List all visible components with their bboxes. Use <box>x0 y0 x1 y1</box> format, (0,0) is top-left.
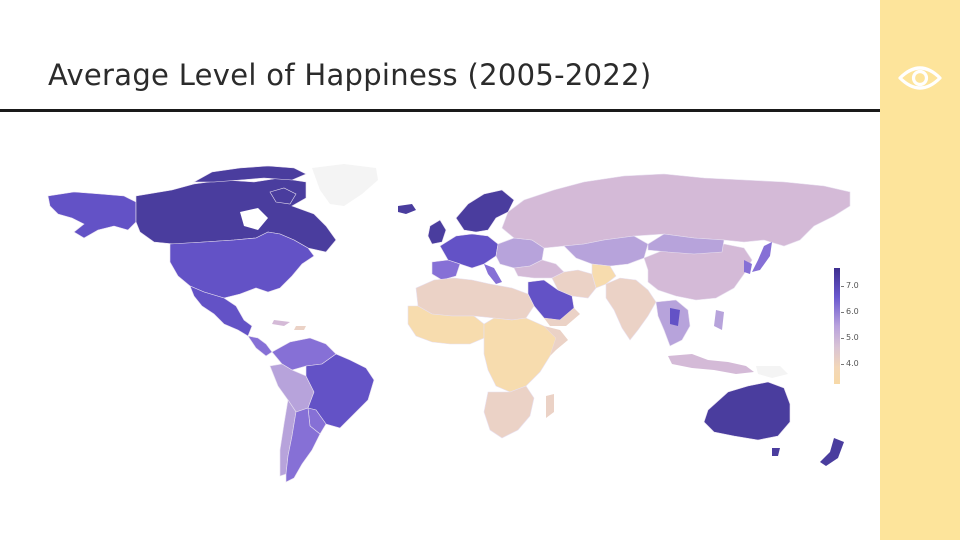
region-mongolia <box>647 233 725 255</box>
region-russia <box>501 173 851 249</box>
color-legend: 7.0 6.0 5.0 4.0 <box>834 268 874 388</box>
region-tasmania <box>772 448 780 456</box>
legend-tick: 4.0 <box>841 359 877 369</box>
region-horn-of-africa <box>544 326 568 356</box>
region-argentina <box>285 407 321 483</box>
region-indonesia <box>668 354 754 374</box>
region-uk-ireland <box>427 219 447 245</box>
region-australia <box>703 381 791 441</box>
region-greenland <box>312 164 378 206</box>
region-madagascar <box>546 394 554 418</box>
region-philippines <box>714 310 724 330</box>
region-korea <box>744 260 752 274</box>
page-title: Average Level of Happiness (2005-2022) <box>48 58 652 92</box>
region-central-east-africa <box>483 317 557 393</box>
region-alaska <box>47 191 137 239</box>
legend-tick: 6.0 <box>841 307 877 317</box>
region-italy <box>484 264 502 284</box>
region-india <box>605 277 657 341</box>
hudson-bay <box>240 208 268 230</box>
region-arabian-south <box>544 308 580 326</box>
world-map <box>44 160 856 492</box>
region-caribbean-2 <box>294 326 306 330</box>
region-north-africa <box>415 277 535 321</box>
region-papua <box>756 366 788 378</box>
region-central-america <box>247 335 273 357</box>
eye-icon <box>898 66 942 90</box>
region-japan <box>752 242 772 272</box>
legend-tick: 7.0 <box>841 281 877 291</box>
region-caribbean <box>272 320 290 326</box>
legend-color-scale <box>834 268 840 384</box>
region-baffin <box>269 187 297 205</box>
region-southern-africa <box>483 385 535 439</box>
region-arctic-islands <box>192 165 307 183</box>
region-thailand <box>670 308 680 326</box>
region-brazil <box>305 353 375 429</box>
region-iceland <box>398 204 416 214</box>
legend-tick: 5.0 <box>841 333 877 343</box>
region-iberia <box>431 259 461 281</box>
title-divider <box>0 109 880 112</box>
region-new-zealand <box>820 438 844 466</box>
side-panel <box>880 0 960 540</box>
